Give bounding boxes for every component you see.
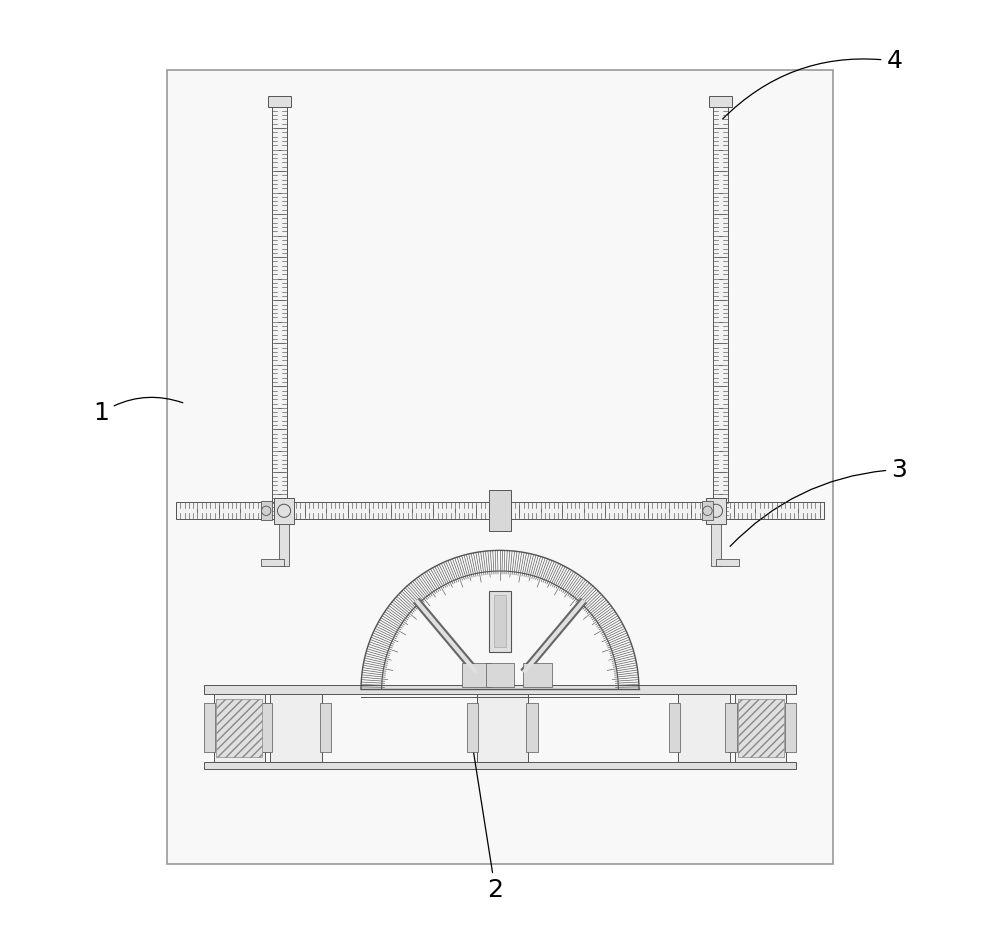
Bar [489, 591, 511, 652]
Text: 3: 3 [730, 457, 907, 546]
Bar [263, 703, 275, 752]
Text: 2: 2 [472, 744, 503, 902]
Bar [274, 498, 294, 524]
Bar [716, 559, 739, 566]
Bar [735, 694, 786, 762]
Bar [272, 102, 287, 516]
Bar [462, 663, 491, 686]
Bar [320, 703, 331, 752]
Bar [725, 703, 737, 752]
Bar [706, 498, 726, 524]
Bar [467, 703, 478, 752]
Bar [216, 699, 262, 757]
Bar [261, 559, 284, 566]
Bar [279, 524, 289, 566]
Bar [270, 694, 322, 762]
Bar [261, 703, 272, 752]
Bar [678, 694, 730, 762]
Bar [669, 703, 680, 752]
Bar [711, 524, 721, 566]
Bar [204, 703, 215, 752]
Bar [204, 685, 796, 694]
Bar [176, 502, 824, 519]
Bar [526, 703, 538, 752]
Bar [709, 96, 732, 107]
Bar [785, 703, 796, 752]
Text: 1: 1 [93, 397, 183, 425]
Bar [728, 703, 739, 752]
Bar [489, 490, 511, 531]
Bar [523, 663, 552, 686]
Bar [477, 694, 528, 762]
Bar [268, 96, 291, 107]
Text: 4: 4 [723, 49, 902, 119]
Bar [204, 762, 796, 769]
Bar [494, 595, 506, 647]
Bar [713, 102, 728, 516]
Bar [486, 663, 514, 686]
Bar [167, 70, 833, 864]
Bar [702, 501, 713, 520]
Bar [738, 699, 784, 757]
Bar [214, 694, 265, 762]
Bar [261, 501, 272, 520]
